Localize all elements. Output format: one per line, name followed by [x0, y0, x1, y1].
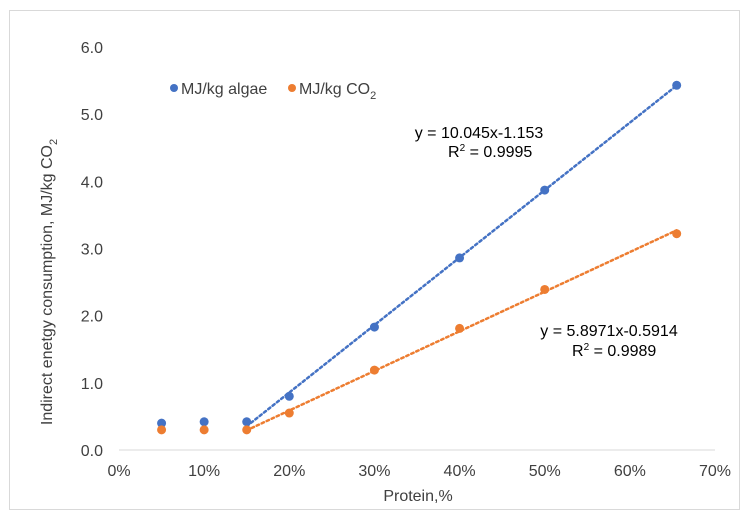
legend-label-algae: MJ/kg algae — [181, 81, 267, 98]
point-series-1 — [284, 408, 294, 418]
point-series-0 — [199, 417, 209, 427]
y-tick-label: 0.0 — [81, 443, 103, 460]
point-series-0 — [369, 322, 379, 332]
x-tick-label: 20% — [273, 463, 305, 480]
point-series-1 — [242, 425, 252, 435]
y-tick-label: 1.0 — [81, 376, 103, 393]
equation-co2: y = 5.8971x-0.5914 R2 = 0.9989 — [540, 323, 678, 360]
point-series-1 — [455, 323, 465, 333]
point-series-1 — [540, 284, 550, 294]
y-tick-labels: 0.0 1.0 2.0 3.0 4.0 5.0 6.0 — [81, 40, 103, 460]
legend-label-co2-text: MJ/kg CO — [299, 81, 370, 98]
point-series-0 — [672, 80, 682, 90]
equation-co2-r2-value: = 0.9989 — [589, 343, 656, 360]
point-series-1 — [199, 425, 209, 435]
x-tick-label: 70% — [699, 463, 731, 480]
chart-frame — [9, 10, 740, 510]
y-tick-label: 6.0 — [81, 40, 103, 57]
equation-algae-r2-sup: 2 — [460, 143, 466, 154]
point-series-1 — [672, 229, 682, 239]
legend-label-co2-subscript: 2 — [370, 90, 376, 102]
point-series-0 — [540, 185, 550, 195]
y-tick-label: 2.0 — [81, 309, 103, 326]
point-series-0 — [284, 391, 294, 401]
x-tick-label: 30% — [358, 463, 390, 480]
y-tick-label: 5.0 — [81, 107, 103, 124]
y-axis-title-text: Indirect enetgy consumption, MJ/kg CO — [39, 145, 56, 425]
y-axis-title-subscript: 2 — [48, 139, 60, 145]
y-tick-label: 3.0 — [81, 242, 103, 259]
point-series-0 — [455, 253, 465, 263]
point-series-0 — [242, 417, 252, 427]
x-axis-title: Protein,% — [383, 488, 452, 505]
equation-algae-r2: R2 = 0.9995 — [448, 143, 532, 161]
x-tick-label: 10% — [188, 463, 220, 480]
data-points — [157, 80, 682, 435]
legend-marker-co2 — [288, 84, 296, 92]
equation-algae-line: y = 10.045x-1.153 — [415, 125, 544, 142]
x-tick-label: 50% — [529, 463, 561, 480]
equation-co2-r2: R2 = 0.9989 — [572, 342, 656, 360]
legend: MJ/kg algae MJ/kg CO2 — [170, 81, 376, 102]
y-tick-label: 4.0 — [81, 174, 103, 191]
equation-algae-r2-value: = 0.9995 — [465, 144, 532, 161]
x-tick-label: 40% — [444, 463, 476, 480]
x-tick-labels: 0% 10% 20% 30% 40% 50% 60% 70% — [107, 463, 731, 480]
equation-algae: y = 10.045x-1.153 R2 = 0.9995 — [415, 125, 544, 161]
equation-co2-r2-label: R — [572, 343, 584, 360]
y-axis-title: Indirect enetgy consumption, MJ/kg CO2 — [39, 139, 60, 425]
point-series-1 — [369, 365, 379, 375]
point-series-1 — [157, 425, 167, 435]
x-tick-label: 60% — [614, 463, 646, 480]
legend-label-co2: MJ/kg CO2 — [299, 81, 376, 102]
legend-marker-algae — [170, 84, 178, 92]
equation-co2-line: y = 5.8971x-0.5914 — [540, 323, 678, 340]
point-series-0 — [157, 418, 167, 428]
x-tick-label: 0% — [107, 463, 130, 480]
equation-co2-r2-sup: 2 — [584, 342, 590, 353]
equation-algae-r2-label: R — [448, 144, 460, 161]
